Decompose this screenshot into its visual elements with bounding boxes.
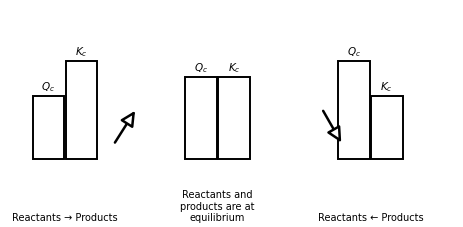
Text: $K_c$: $K_c$ [75,45,88,59]
Text: $Q_c$: $Q_c$ [194,61,208,75]
Text: $Q_c$: $Q_c$ [41,80,56,94]
Bar [219,78,250,159]
Bar [66,62,97,159]
Text: Reactants and
products are at
equilibrium: Reactants and products are at equilibriu… [181,189,255,222]
Text: Reactants ← Products: Reactants ← Products [318,212,423,222]
Text: $Q_c$: $Q_c$ [347,45,361,59]
Bar [338,62,369,159]
Bar [371,96,402,159]
Bar [185,78,217,159]
Bar [32,96,64,159]
Text: $K_c$: $K_c$ [381,80,393,94]
Text: $K_c$: $K_c$ [228,61,240,75]
Text: Reactants → Products: Reactants → Products [12,212,118,222]
